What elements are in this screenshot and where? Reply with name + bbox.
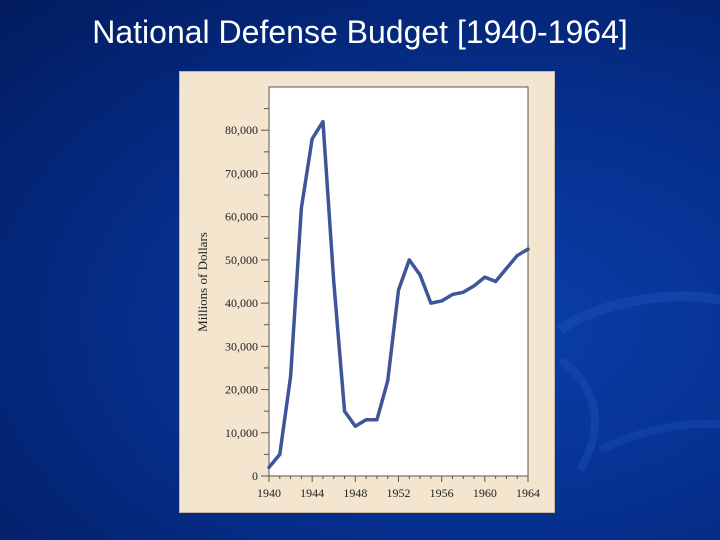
x-tick-label: 1956 xyxy=(430,486,454,500)
x-tick-label: 1964 xyxy=(516,486,540,500)
y-tick-label: 50,000 xyxy=(225,253,258,267)
x-tick-label: 1952 xyxy=(387,486,411,500)
y-tick-label: 80,000 xyxy=(225,123,258,137)
y-tick-label: 20,000 xyxy=(225,383,258,397)
defense-budget-chart: Millions of Dollars 0 10,000 20,000 30,000 4… xyxy=(195,86,540,500)
x-tick-label: 1940 xyxy=(257,486,281,500)
y-tick-label: 70,000 xyxy=(225,166,258,180)
x-tick-label: 1960 xyxy=(473,486,497,500)
y-axis-title: Millions of Dollars xyxy=(195,232,210,332)
y-tick-label: 40,000 xyxy=(225,296,258,310)
y-tick-label: 60,000 xyxy=(225,210,258,224)
x-tick-label: 1948 xyxy=(343,486,367,500)
slide-title: National Defense Budget [1940-1964] xyxy=(92,14,628,50)
y-tick-label: 10,000 xyxy=(225,426,258,440)
y-tick-label: 30,000 xyxy=(225,339,258,353)
plot-area xyxy=(268,86,529,477)
x-tick-label: 1944 xyxy=(300,486,324,500)
y-tick-label: 0 xyxy=(252,469,258,483)
chart-panel: Millions of Dollars 0 10,000 20,000 30,000 4… xyxy=(179,71,555,513)
